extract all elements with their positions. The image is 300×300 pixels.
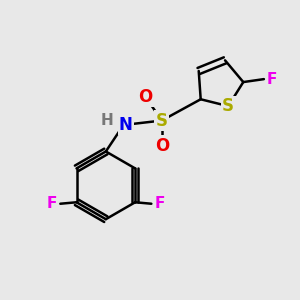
Text: F: F (154, 196, 165, 211)
Text: S: S (222, 97, 234, 115)
Text: N: N (119, 116, 133, 134)
Text: F: F (267, 72, 277, 87)
Text: O: O (155, 136, 169, 154)
Text: O: O (139, 88, 153, 106)
Text: H: H (101, 113, 114, 128)
Text: S: S (156, 112, 168, 130)
Text: F: F (47, 196, 57, 211)
